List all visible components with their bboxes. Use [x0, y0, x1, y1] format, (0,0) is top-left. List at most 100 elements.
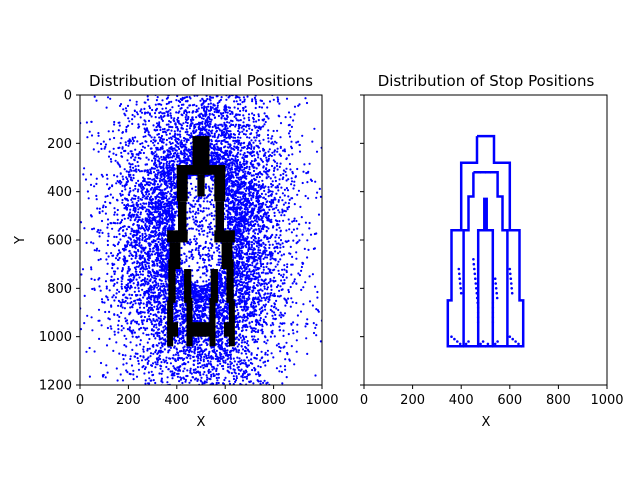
- obstacle-block: [201, 322, 212, 337]
- stop-position-point: [462, 345, 465, 348]
- stop-position-point: [456, 340, 459, 343]
- stop-position-point: [491, 345, 495, 348]
- obstacle-block: [168, 259, 176, 303]
- stop-position-point: [476, 301, 480, 305]
- obstacle-block: [221, 242, 233, 269]
- stop-position-point: [491, 316, 495, 319]
- obstacle-block: [176, 165, 226, 175]
- stop-position-point: [517, 342, 520, 346]
- stop-position-point: [493, 342, 497, 346]
- stop-position-point: [476, 306, 480, 310]
- stop-position-point: [484, 345, 487, 348]
- right-x-ticks: 0 200 400 600 800 1000: [360, 385, 624, 408]
- stop-position-point: [475, 291, 479, 295]
- stop-position-outline: [446, 134, 525, 348]
- stop-position-point: [511, 337, 514, 341]
- obstacle-block: [215, 201, 224, 233]
- y-tick-label: 1000: [39, 330, 72, 345]
- obstacle-block: [178, 201, 187, 233]
- stop-position-point: [509, 277, 513, 281]
- stop-position-point: [508, 335, 512, 339]
- stop-position-point: [473, 267, 476, 271]
- obstacle-block: [169, 242, 181, 269]
- y-tick-label: 600: [47, 234, 72, 249]
- left-chart-title: Distribution of Initial Positions: [89, 72, 313, 90]
- stop-position-point: [491, 306, 495, 310]
- stop-position-point: [509, 272, 512, 276]
- initial-positions-plot-area: [80, 95, 322, 385]
- obstacle-block: [214, 165, 226, 202]
- stop-position-point: [459, 291, 463, 295]
- stop-position-point: [458, 282, 462, 285]
- obstacle-block: [223, 322, 232, 337]
- stop-position-point: [491, 301, 495, 305]
- stop-positions-panel: Distribution of Stop Positions 0 200 400 60…: [360, 72, 624, 430]
- y-tick-label: 200: [47, 137, 72, 152]
- right-x-axis-label: X: [482, 415, 491, 430]
- stop-position-point: [474, 282, 478, 285]
- obstacle-block: [209, 298, 216, 347]
- x-tick-label: 400: [449, 393, 474, 408]
- stop-position-point: [491, 311, 495, 314]
- obstacle-block: [167, 230, 188, 243]
- stop-position-point: [479, 171, 482, 174]
- stop-position-point: [459, 287, 463, 290]
- stop-position-point: [476, 316, 480, 319]
- stop-position-point: [520, 345, 523, 348]
- obstacle-block: [210, 269, 218, 303]
- stop-position-point: [476, 311, 480, 314]
- x-tick-label: 600: [213, 393, 238, 408]
- stop-position-point: [473, 272, 477, 276]
- left-x-axis-label: X: [197, 415, 206, 430]
- stop-position-point: [458, 272, 461, 276]
- left-y-axis-label: Y: [13, 236, 28, 245]
- stop-position-point: [453, 337, 456, 341]
- right-y-ticks: [360, 94, 364, 386]
- y-tick-label: 800: [47, 282, 72, 297]
- x-tick-label: 600: [497, 393, 522, 408]
- obstacle-block: [214, 230, 235, 243]
- stop-position-point: [479, 342, 482, 346]
- obstacle-block: [197, 174, 205, 197]
- stop-position-point: [493, 277, 497, 281]
- right-chart-title: Distribution of Stop Positions: [378, 72, 595, 90]
- stop-position-point: [510, 282, 513, 285]
- obstacle-block: [167, 300, 174, 347]
- stop-position-point: [508, 267, 512, 271]
- stop-position-point: [496, 340, 499, 343]
- y-tick-label: 400: [47, 185, 72, 200]
- stop-position-point: [476, 345, 480, 348]
- stop-position-point: [457, 267, 461, 271]
- stop-position-inner-outline: [462, 171, 509, 348]
- obstacle-block: [226, 259, 234, 303]
- stop-position-point: [474, 277, 477, 281]
- stop-position-point: [458, 277, 462, 281]
- stop-position-point: [495, 296, 499, 300]
- y-tick-label: 0: [64, 89, 72, 104]
- stop-position-point: [472, 262, 476, 266]
- left-x-ticks: 0 200 400 600 800 1000: [76, 385, 339, 408]
- x-tick-label: 0: [76, 393, 84, 408]
- stop-positions-plot-area: [446, 134, 525, 348]
- x-tick-label: 800: [261, 393, 286, 408]
- stop-position-point: [467, 340, 470, 343]
- stop-position-point: [458, 342, 462, 346]
- x-tick-label: 1000: [590, 393, 623, 408]
- stop-position-point: [494, 287, 498, 290]
- y-tick-label: 1200: [39, 379, 72, 394]
- obstacle-block: [184, 269, 192, 303]
- stop-position-point: [475, 296, 479, 300]
- x-tick-label: 1000: [305, 393, 338, 408]
- obstacle-block: [186, 298, 193, 347]
- stop-position-point: [510, 287, 513, 290]
- stop-position-point: [514, 340, 517, 343]
- stop-position-point: [450, 335, 453, 339]
- left-y-ticks: 0 200 400 600 800 1000 1200: [39, 89, 80, 394]
- x-tick-label: 200: [116, 393, 141, 408]
- stop-position-point: [484, 171, 487, 174]
- obstacle-block: [228, 300, 235, 347]
- x-tick-label: 400: [164, 393, 189, 408]
- stop-position-point: [464, 342, 468, 346]
- stop-position-point: [491, 320, 495, 324]
